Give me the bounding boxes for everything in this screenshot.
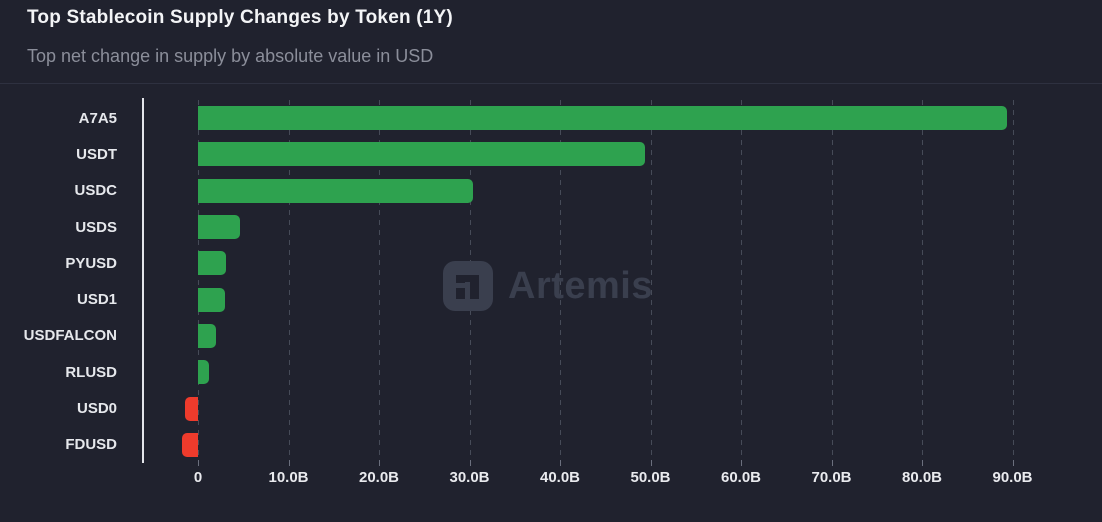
bar-usdt[interactable]: [198, 142, 646, 167]
x-tick-mark: [922, 460, 923, 466]
x-tick-mark: [198, 460, 199, 466]
x-tick-label: 40.0B: [539, 469, 581, 486]
category-label-usd1: USD1: [76, 291, 117, 309]
gridline: [922, 100, 923, 463]
category-label-a7a5: A7A5: [78, 109, 117, 127]
x-tick-label: 50.0B: [630, 469, 671, 486]
category-label-fdusd: FDUSD: [65, 436, 117, 454]
bar-fdusd[interactable]: [181, 432, 198, 457]
gridline: [288, 100, 290, 463]
bar-a7a5[interactable]: [198, 106, 1008, 131]
category-label-usdt: USDT: [76, 145, 117, 163]
chart-subtitle: Top net change in supply by absolute val…: [27, 46, 434, 66]
x-tick-label: 20.0B: [358, 469, 400, 486]
x-tick-label: 80.0B: [901, 469, 943, 486]
category-label-usdfalcon: USDFALCON: [23, 327, 117, 345]
bar-usdfalcon[interactable]: [198, 323, 217, 348]
gridline: [650, 100, 652, 463]
x-tick-mark: [379, 460, 380, 466]
gridline: [560, 100, 561, 463]
bar-pyusd[interactable]: [198, 251, 227, 276]
gridline: [831, 100, 833, 463]
category-label-usdc: USDC: [74, 182, 117, 200]
x-tick-mark: [831, 460, 833, 466]
bar-usds[interactable]: [198, 215, 240, 240]
category-label-pyusd: PYUSD: [65, 254, 117, 272]
y-axis-line: [142, 98, 144, 463]
chart-header: Top Stablecoin Supply Changes by Token (…: [0, 0, 1102, 84]
watermark: Artemis: [443, 261, 653, 311]
x-tick-mark: [650, 460, 652, 466]
bar-rlusd[interactable]: [198, 360, 209, 385]
bar-usdc[interactable]: [198, 178, 474, 203]
bar-usd0[interactable]: [185, 396, 198, 421]
x-tick-mark: [741, 460, 742, 466]
category-label-rlusd: RLUSD: [65, 363, 117, 381]
x-tick-label: 30.0B: [449, 469, 490, 486]
x-tick-label: 60.0B: [720, 469, 762, 486]
x-tick-mark: [288, 460, 290, 466]
gridline: [198, 100, 199, 463]
gridline: [379, 100, 380, 463]
x-tick-label: 70.0B: [811, 469, 852, 486]
bar-chart: 0 10.0B 20.0B 30.0B 40.0B 50.0B 60.0B 70.0B 80.0…: [0, 85, 1102, 522]
x-tick-label: 0: [193, 469, 203, 486]
category-label-usds: USDS: [75, 218, 117, 236]
bar-usd1[interactable]: [198, 287, 226, 312]
gridline: [741, 100, 742, 463]
chart-title: Top Stablecoin Supply Changes by Token (…: [27, 7, 453, 28]
x-tick-mark: [469, 460, 471, 466]
category-label-usd0: USD0: [76, 400, 117, 418]
x-tick-mark: [1012, 460, 1014, 466]
x-tick-label: 90.0B: [992, 469, 1033, 486]
x-tick-mark: [560, 460, 561, 466]
artemis-logo-icon: [443, 261, 493, 311]
x-tick-label: 10.0B: [268, 469, 309, 486]
gridline: [1012, 100, 1014, 463]
watermark-text: Artemis: [508, 264, 653, 307]
